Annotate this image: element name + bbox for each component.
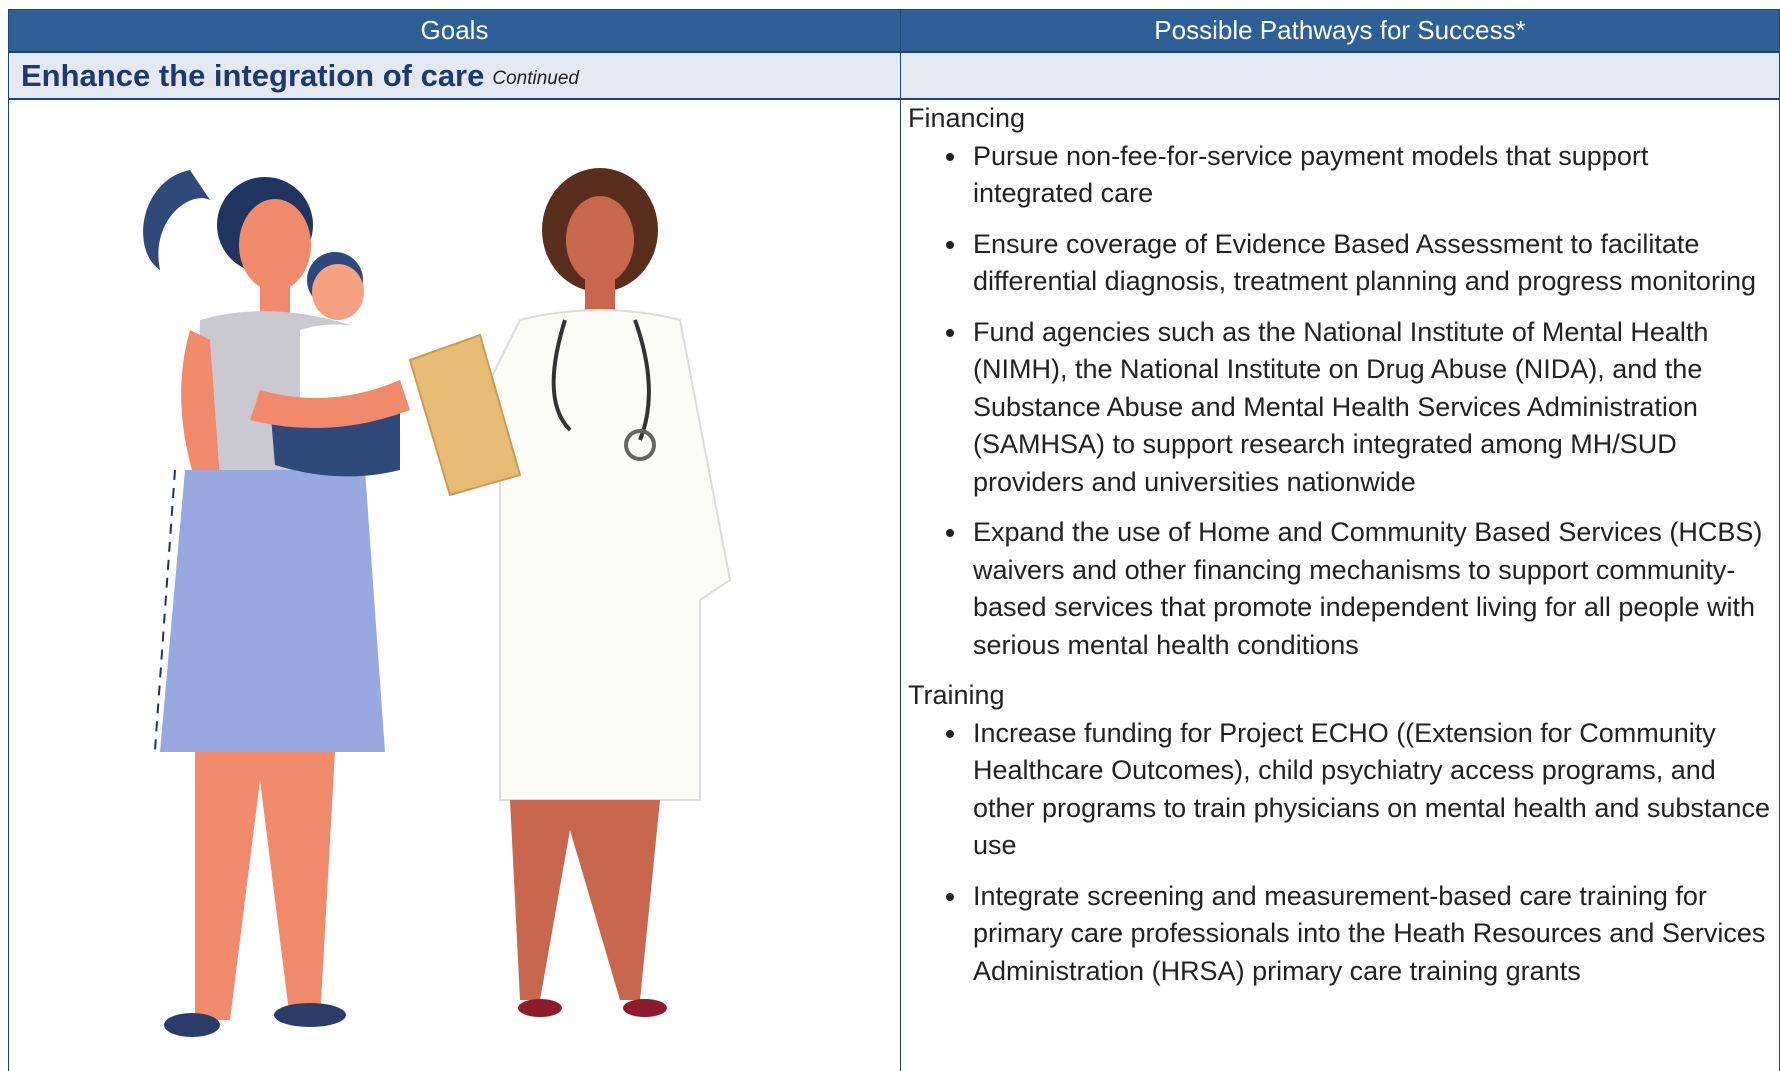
section-note: Continued bbox=[492, 67, 579, 89]
pathways-cell: Financing Pursue non-fee-for-service paym… bbox=[908, 100, 1774, 1003]
column-header: Goals bbox=[8, 9, 901, 52]
group-heading: Training bbox=[908, 680, 1005, 710]
bullet-item: Increase funding for Project ECHO ((Exte… bbox=[969, 715, 1774, 865]
group-heading: Financing bbox=[908, 103, 1026, 133]
bullet-item: Pursue non-fee-for-service payment model… bbox=[969, 138, 1774, 213]
bullet-item: Fund agencies such as the National Insti… bbox=[969, 314, 1774, 502]
bullet-list: Pursue non-fee-for-service payment model… bbox=[908, 138, 1774, 665]
bullet-item: Ensure coverage of Evidence Based Assess… bbox=[969, 226, 1774, 301]
section-row: Enhance the integration of care Continued bbox=[8, 52, 1780, 99]
bullet-list: Increase funding for Project ECHO ((Exte… bbox=[908, 715, 1774, 991]
bullet-item: Integrate screening and measurement-base… bbox=[969, 878, 1774, 991]
illustration bbox=[143, 168, 732, 1037]
column-divider bbox=[900, 9, 901, 1071]
section-title: Enhance the integration of care bbox=[21, 57, 485, 93]
column-header: Possible Pathways for Success* bbox=[900, 9, 1780, 52]
bullet-item: Expand the use of Home and Community Bas… bbox=[969, 514, 1774, 664]
